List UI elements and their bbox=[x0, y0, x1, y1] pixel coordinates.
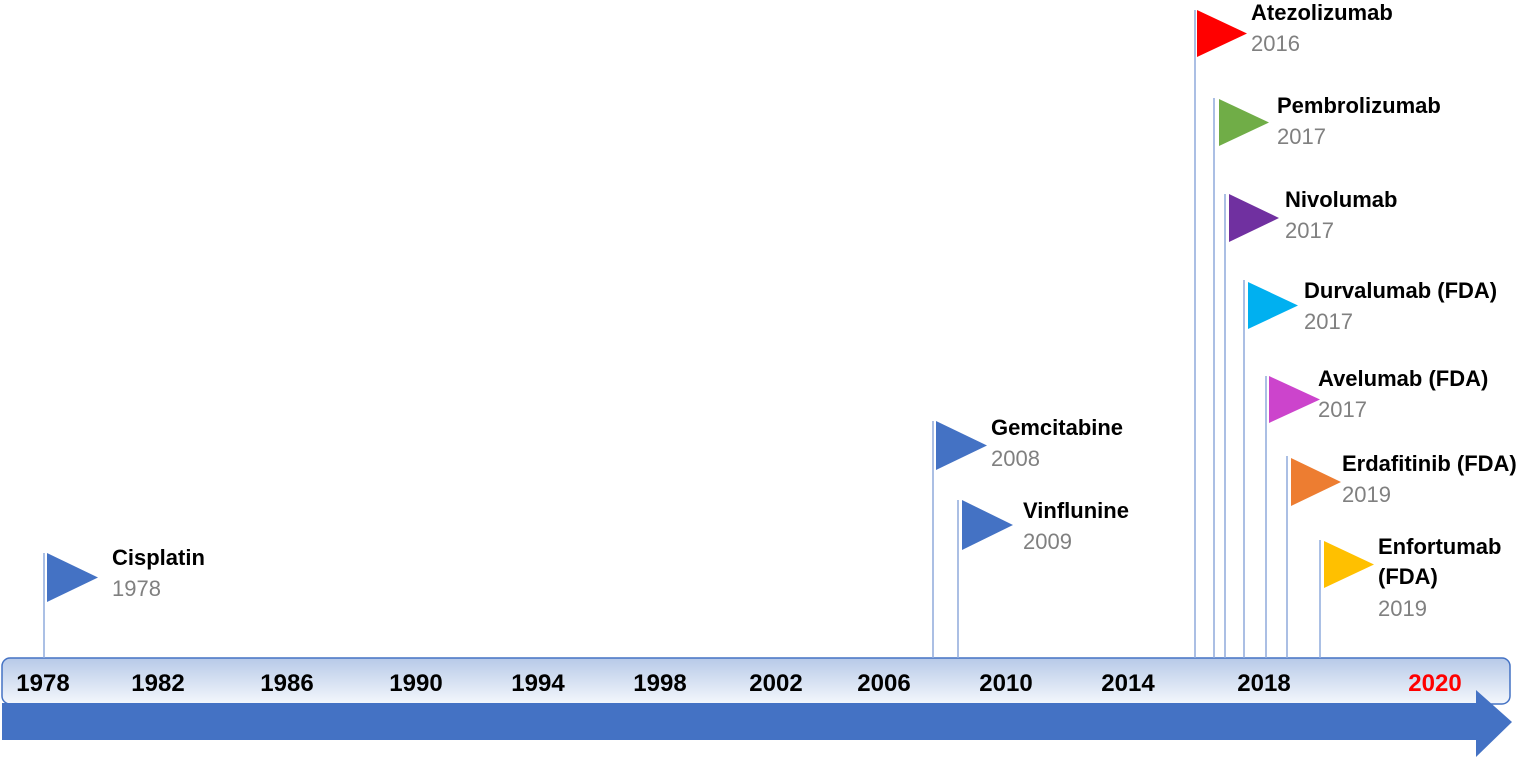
event-year: 2009 bbox=[1023, 529, 1072, 554]
axis-arrow bbox=[2, 690, 1512, 757]
axis-label: 1990 bbox=[389, 670, 443, 697]
axis-label: 1978 bbox=[16, 670, 70, 697]
flag bbox=[1269, 376, 1320, 423]
flag bbox=[1229, 194, 1279, 242]
flag bbox=[1248, 282, 1298, 329]
flag bbox=[936, 421, 987, 470]
event-year: 2017 bbox=[1304, 309, 1353, 334]
flag bbox=[1291, 458, 1341, 506]
event-year: 2017 bbox=[1285, 218, 1334, 243]
event-year: 2017 bbox=[1318, 397, 1367, 422]
axis-label: 2006 bbox=[857, 670, 911, 697]
flag bbox=[1197, 10, 1247, 57]
event-name: Durvalumab (FDA) bbox=[1304, 278, 1498, 303]
event-name: Atezolizumab bbox=[1251, 0, 1393, 25]
axis-label: 1998 bbox=[633, 670, 687, 697]
event-year: 2008 bbox=[991, 446, 1040, 471]
event-year: 2019 bbox=[1378, 596, 1427, 621]
event-name: Pembrolizumab bbox=[1277, 93, 1441, 118]
axis-label: 1982 bbox=[131, 670, 185, 697]
flag bbox=[962, 500, 1013, 550]
axis-label: 2018 bbox=[1237, 670, 1291, 697]
axis-label: 1994 bbox=[511, 670, 565, 697]
axis-label: 2020 bbox=[1408, 670, 1462, 697]
flag bbox=[1219, 99, 1269, 146]
event-name: Avelumab (FDA) bbox=[1318, 366, 1489, 391]
event-year: 2019 bbox=[1342, 482, 1391, 507]
event-year: 1978 bbox=[112, 576, 161, 601]
axis-label: 1986 bbox=[260, 670, 314, 697]
event-year: 2017 bbox=[1277, 124, 1326, 149]
flag bbox=[1324, 541, 1374, 588]
event-name: Cisplatin bbox=[112, 545, 205, 570]
event-name: Erdafitinib (FDA) bbox=[1342, 451, 1517, 476]
event-year: 2016 bbox=[1251, 31, 1300, 56]
axis-label: 2014 bbox=[1101, 670, 1155, 697]
event-name: Gemcitabine bbox=[991, 415, 1124, 440]
event-name: Enfortumab (FDA) bbox=[1378, 534, 1502, 589]
event-name: Vinflunine bbox=[1023, 498, 1129, 523]
axis-label: 2010 bbox=[979, 670, 1033, 697]
event-name: Nivolumab bbox=[1285, 187, 1398, 212]
axis-label: 2002 bbox=[749, 670, 803, 697]
flag bbox=[47, 553, 98, 602]
